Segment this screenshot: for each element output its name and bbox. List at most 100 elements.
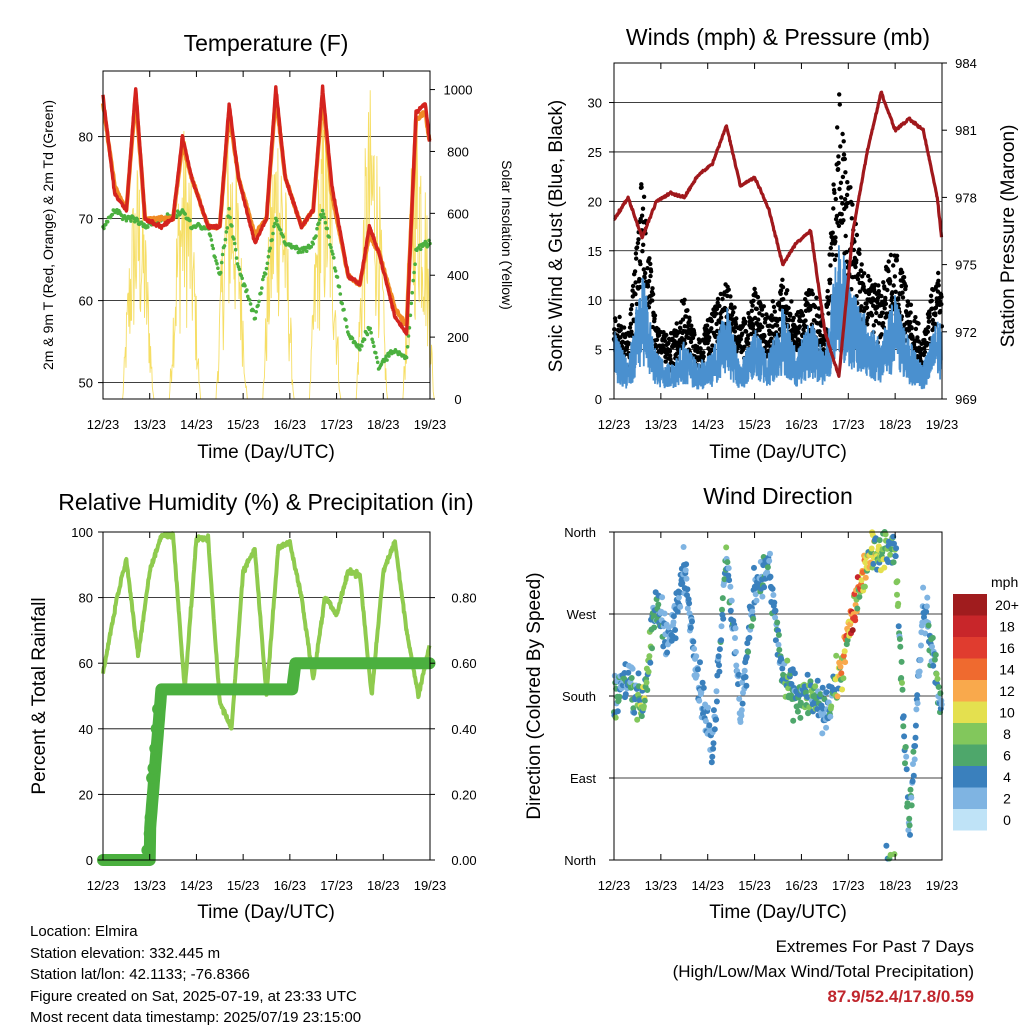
dewpoint-point — [332, 266, 337, 270]
gust-point — [770, 299, 775, 304]
direction-point — [784, 657, 791, 664]
gust-point — [876, 289, 881, 294]
gust-point — [647, 256, 652, 261]
total-precipitation-line — [97, 657, 436, 866]
direction-point — [797, 714, 804, 721]
winds-right-tick-label: 975 — [955, 258, 977, 273]
gust-point — [787, 317, 792, 323]
gust-point — [903, 284, 908, 289]
direction-point — [772, 637, 779, 644]
gust-point — [835, 167, 841, 172]
gust-point — [887, 278, 893, 284]
direction-point — [934, 675, 941, 682]
gust-point — [850, 202, 855, 207]
gust-point — [922, 337, 927, 343]
dewpoint-point — [369, 330, 373, 335]
gust-point — [929, 298, 934, 303]
dewpoint-point — [309, 245, 314, 249]
gust-point — [628, 307, 634, 312]
direction-point — [775, 641, 782, 648]
winds-left-tick-label: 5 — [595, 343, 602, 358]
gust-point — [664, 332, 669, 338]
colorbar-label: 18 — [999, 618, 1015, 634]
direction-point — [708, 759, 715, 766]
dewpoint-point — [368, 326, 373, 331]
gust-point — [885, 287, 890, 293]
dewpoint-point — [314, 234, 318, 238]
dewpoint-point — [358, 347, 362, 352]
gust-point — [939, 302, 944, 307]
gust-point — [803, 297, 808, 302]
direction-point — [823, 724, 830, 731]
direction-point — [719, 606, 725, 613]
gust-point — [733, 322, 739, 327]
gust-point — [661, 330, 666, 335]
dewpoint-point — [319, 214, 324, 219]
direction-xtick-label: 16/23 — [785, 878, 818, 893]
dewpoint-point — [331, 252, 335, 256]
direction-point — [737, 719, 744, 725]
dewpoint-point — [218, 270, 223, 275]
direction-point — [828, 703, 835, 710]
gust-point — [880, 310, 885, 315]
dewpoint-point — [210, 243, 215, 248]
direction-point — [725, 572, 732, 579]
direction-point — [779, 665, 786, 672]
direction-point — [922, 630, 929, 637]
humidity-xtick-label: 12/23 — [87, 878, 120, 893]
dewpoint-point — [304, 249, 309, 253]
direction-point — [929, 634, 936, 641]
direction-point — [728, 597, 735, 604]
gust-point — [717, 303, 722, 309]
direction-point — [743, 682, 750, 689]
dewpoint-point — [320, 208, 325, 213]
dewpoint-point — [338, 292, 343, 296]
gust-point — [864, 301, 869, 306]
direction-point — [690, 638, 697, 645]
gust-point — [634, 301, 639, 307]
gust-point — [869, 300, 874, 305]
gust-point — [835, 125, 840, 130]
direction-point — [641, 697, 648, 704]
direction-point — [918, 642, 924, 649]
dewpoint-point — [188, 218, 192, 223]
direction-point — [716, 646, 723, 653]
gust-point — [648, 273, 653, 279]
colorbar-label: 0 — [1003, 812, 1011, 828]
dewpoint-point — [409, 301, 414, 306]
extremes-box: Extremes For Past 7 Days (High/Low/Max W… — [673, 934, 974, 1009]
gust-point — [627, 325, 633, 330]
direction-point — [616, 693, 623, 700]
gust-point — [936, 283, 941, 288]
humidity-series — [97, 531, 436, 866]
dewpoint-point — [243, 283, 247, 288]
direction-point — [770, 592, 777, 598]
gust-point — [900, 290, 905, 295]
direction-point — [746, 634, 753, 641]
direction-point — [630, 705, 637, 712]
gust-point — [828, 245, 833, 251]
gust-point — [731, 310, 736, 315]
direction-point — [664, 649, 671, 656]
direction-point — [659, 594, 666, 601]
dewpoint-point — [332, 255, 336, 260]
direction-point — [894, 591, 900, 598]
direction-point — [710, 740, 717, 747]
gust-point — [834, 253, 839, 258]
winds-xtick-label: 15/23 — [738, 417, 771, 432]
gust-point — [930, 317, 935, 323]
winds-left-tick-label: 25 — [588, 145, 602, 160]
temperature-xtick-label: 13/23 — [133, 417, 166, 432]
dewpoint-point — [260, 286, 264, 290]
dewpoint-point — [385, 358, 389, 362]
dewpoint-point — [234, 256, 239, 260]
dewpoint-point — [330, 249, 334, 253]
dewpoint-point — [222, 244, 227, 248]
gust-point — [715, 296, 721, 302]
direction-point — [827, 713, 834, 720]
dewpoint-point — [220, 252, 225, 257]
dewpoint-point — [209, 238, 214, 242]
direction-point — [923, 603, 930, 610]
gust-point — [896, 296, 901, 301]
